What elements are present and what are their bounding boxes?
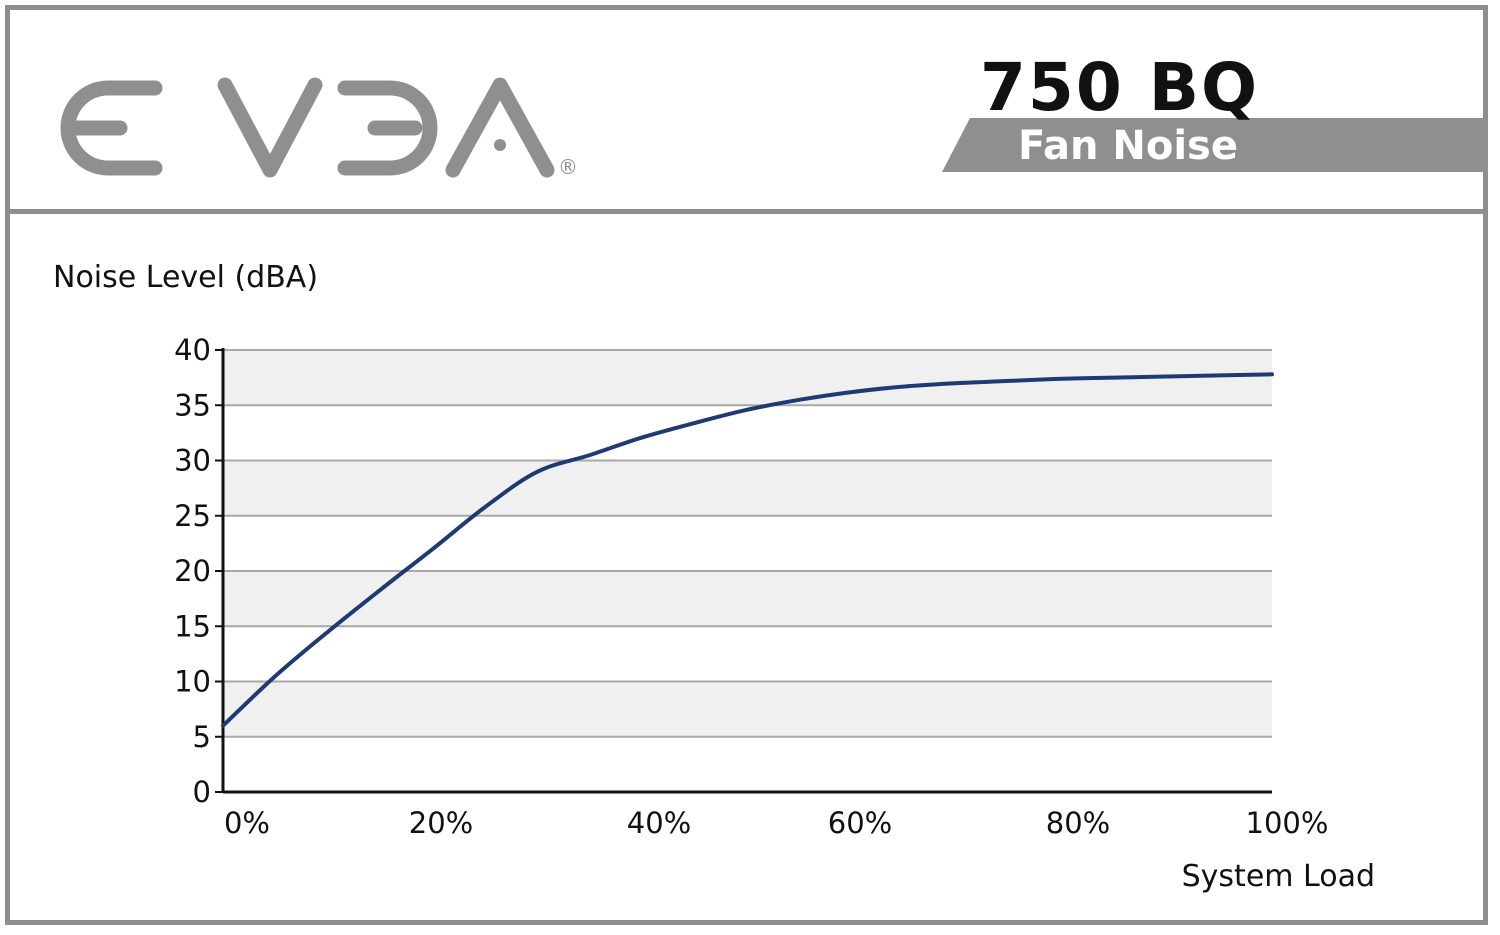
x-tick-label: 80% bbox=[1046, 806, 1110, 840]
y-tick-label: 20 bbox=[174, 554, 211, 588]
y-tick-label: 10 bbox=[174, 665, 211, 699]
model-banner: 750 BQ Fan Noise bbox=[942, 55, 1488, 172]
x-tick-label: 40% bbox=[627, 806, 691, 840]
y-tick-label: 0 bbox=[193, 775, 211, 809]
y-tick-label: 5 bbox=[193, 720, 211, 754]
evga-logo: ® bbox=[60, 77, 578, 179]
grid-band bbox=[223, 571, 1272, 627]
x-axis-label: System Load bbox=[1182, 859, 1375, 894]
plot-area: 0 5 10 15 20 25 30 35 40 0% 20% 40% 60% 80% 100% bbox=[174, 333, 1328, 840]
registered-mark: ® bbox=[558, 155, 578, 179]
fan-noise-subtitle: Fan Noise bbox=[1018, 123, 1238, 169]
grid-band bbox=[223, 681, 1272, 737]
y-tick-label: 15 bbox=[174, 609, 211, 643]
x-tick-label: 100% bbox=[1246, 806, 1329, 840]
y-axis-label: Noise Level (dBA) bbox=[53, 260, 318, 295]
model-title: 750 BQ bbox=[980, 55, 1259, 126]
grid-band bbox=[223, 460, 1272, 516]
noise-series-line bbox=[221, 372, 1274, 728]
y-tick-label: 40 bbox=[174, 333, 211, 367]
y-tick-label: 30 bbox=[174, 444, 211, 478]
y-tick-label: 35 bbox=[174, 388, 211, 422]
header-divider bbox=[10, 209, 1488, 214]
x-tick-label: 0% bbox=[224, 806, 270, 840]
x-tick-label: 60% bbox=[828, 806, 892, 840]
x-tick-label: 20% bbox=[409, 806, 473, 840]
y-tick-label: 25 bbox=[174, 499, 211, 533]
outer-frame bbox=[5, 5, 1488, 925]
